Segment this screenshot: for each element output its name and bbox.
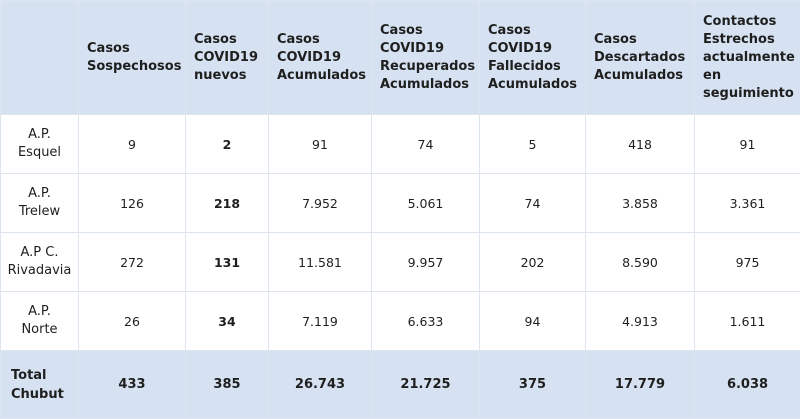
cell-nuevos: 131	[186, 233, 269, 292]
cell-nuevos: 34	[186, 292, 269, 351]
header-fallecidos: Casos COVID19 Fallecidos Acumulados	[480, 1, 586, 115]
table-row: A.P. Norte 26 34 7.119 6.633 94 4.913 1.…	[1, 292, 800, 351]
cell-recuperados: 6.633	[372, 292, 480, 351]
cell-descartados: 4.913	[586, 292, 695, 351]
cell-acumulados: 7.952	[269, 174, 372, 233]
total-row: Total Chubut 433 385 26.743 21.725 375 1…	[1, 351, 800, 419]
table-row: A.P. Trelew 126 218 7.952 5.061 74 3.858…	[1, 174, 800, 233]
total-acumulados: 26.743	[269, 351, 372, 419]
cell-contactos: 975	[695, 233, 800, 292]
cell-descartados: 8.590	[586, 233, 695, 292]
header-row: Casos Sospechosos Casos COVID19 nuevos C…	[1, 1, 800, 115]
cell-fallecidos: 5	[480, 115, 586, 174]
total-recuperados: 21.725	[372, 351, 480, 419]
row-label: A.P. Esquel	[1, 115, 79, 174]
total-label: Total Chubut	[1, 351, 79, 419]
total-fallecidos: 375	[480, 351, 586, 419]
cell-descartados: 418	[586, 115, 695, 174]
header-casos-acumulados: Casos COVID19 Acumulados	[269, 1, 372, 115]
header-recuperados: Casos COVID19 Recuperados Acumulados	[372, 1, 480, 115]
total-sospechosos: 433	[79, 351, 186, 419]
cell-fallecidos: 74	[480, 174, 586, 233]
header-corner	[1, 1, 79, 115]
cell-sospechosos: 272	[79, 233, 186, 292]
total-descartados: 17.779	[586, 351, 695, 419]
cell-fallecidos: 202	[480, 233, 586, 292]
cell-descartados: 3.858	[586, 174, 695, 233]
header-contactos: Contactos Estrechos actualmente en segui…	[695, 1, 800, 115]
cell-sospechosos: 126	[79, 174, 186, 233]
total-contactos: 6.038	[695, 351, 800, 419]
cell-recuperados: 74	[372, 115, 480, 174]
cell-sospechosos: 26	[79, 292, 186, 351]
cell-contactos: 1.611	[695, 292, 800, 351]
cell-sospechosos: 9	[79, 115, 186, 174]
header-casos-sospechosos: Casos Sospechosos	[79, 1, 186, 115]
total-nuevos: 385	[186, 351, 269, 419]
header-descartados: Casos Descartados Acumulados	[586, 1, 695, 115]
cell-nuevos: 218	[186, 174, 269, 233]
cell-acumulados: 7.119	[269, 292, 372, 351]
table-row: A.P. Esquel 9 2 91 74 5 418 91	[1, 115, 800, 174]
cell-fallecidos: 94	[480, 292, 586, 351]
cell-recuperados: 5.061	[372, 174, 480, 233]
cell-acumulados: 91	[269, 115, 372, 174]
cell-recuperados: 9.957	[372, 233, 480, 292]
cell-acumulados: 11.581	[269, 233, 372, 292]
row-label: A.P. Norte	[1, 292, 79, 351]
row-label: A.P C. Rivadavia	[1, 233, 79, 292]
row-label: A.P. Trelew	[1, 174, 79, 233]
cell-contactos: 3.361	[695, 174, 800, 233]
cell-contactos: 91	[695, 115, 800, 174]
cell-nuevos: 2	[186, 115, 269, 174]
table-row: A.P C. Rivadavia 272 131 11.581 9.957 20…	[1, 233, 800, 292]
header-casos-nuevos: Casos COVID19 nuevos	[186, 1, 269, 115]
